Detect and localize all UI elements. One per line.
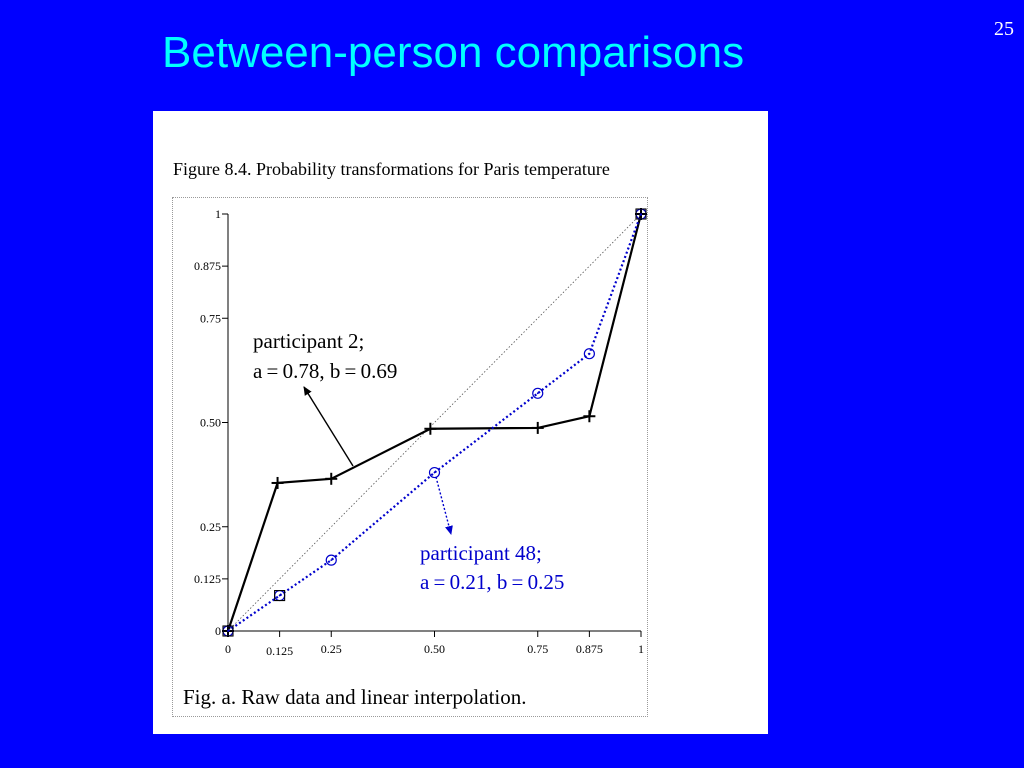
y-tick-label: 0.75 bbox=[200, 311, 221, 325]
participant-48-point bbox=[428, 466, 441, 479]
participant-48-arrow bbox=[435, 476, 453, 535]
square-point bbox=[222, 625, 234, 637]
diagonal-line bbox=[227, 213, 642, 632]
participant-48-point bbox=[583, 348, 595, 360]
y-tick-label: 0.875 bbox=[194, 259, 221, 273]
participant-48-label-line1: participant 48; bbox=[420, 541, 542, 565]
probability-chart: 0 0.125 0.25 0.50 0.75 0.875 1 0 0.125 0.25 0.50 0.… bbox=[183, 207, 647, 709]
x-tick-label: 1 bbox=[638, 642, 644, 656]
y-tick-label: 0.25 bbox=[200, 520, 221, 534]
participant-48-point bbox=[532, 387, 544, 399]
x-tick-label: 0.75 bbox=[527, 642, 548, 656]
participant-2-point bbox=[325, 472, 338, 485]
participant-2-point bbox=[531, 421, 544, 434]
participant-2-arrow bbox=[303, 386, 354, 467]
figure-panel: Figure 8.4. Probability transformations … bbox=[153, 111, 768, 734]
annotations: participant 2; a = 0.78, b = 0.69 partic… bbox=[183, 329, 564, 709]
x-tick-label: 0.125 bbox=[266, 644, 293, 658]
participant-48-point bbox=[325, 554, 337, 566]
y-tick-label: 1 bbox=[215, 207, 221, 221]
x-tick-label: 0.50 bbox=[424, 642, 445, 656]
square-point bbox=[274, 590, 286, 602]
participant-2-label-line2: a = 0.78, b = 0.69 bbox=[253, 359, 397, 383]
participant-2-label-line1: participant 2; bbox=[253, 329, 364, 353]
x-tick-label: 0.875 bbox=[576, 642, 603, 656]
page-number: 25 bbox=[994, 18, 1014, 40]
series-layer bbox=[222, 208, 647, 637]
x-tick-label: 0.25 bbox=[321, 642, 342, 656]
participant-48-label-line2: a = 0.21, b = 0.25 bbox=[420, 570, 564, 594]
participant-2-point bbox=[271, 476, 284, 489]
sub-caption: Fig. a. Raw data and linear interpolatio… bbox=[183, 685, 527, 709]
participant-48-point bbox=[274, 589, 286, 602]
participant-2-point bbox=[583, 410, 596, 423]
figure-caption: Figure 8.4. Probability transformations … bbox=[173, 159, 610, 179]
x-tick-label: 0 bbox=[225, 642, 231, 656]
y-tick-label: 0 bbox=[215, 624, 221, 638]
plot-frame bbox=[172, 197, 648, 717]
square-point bbox=[635, 208, 647, 220]
y-tick-label: 0.50 bbox=[200, 416, 221, 430]
y-tick-label: 0.125 bbox=[194, 572, 221, 586]
participant-2-point bbox=[424, 422, 437, 435]
axes: 0 0.125 0.25 0.50 0.75 0.875 1 0 0.125 0.25 0.50 0.… bbox=[194, 207, 644, 658]
slide-title: Between-person comparisons bbox=[162, 28, 745, 77]
